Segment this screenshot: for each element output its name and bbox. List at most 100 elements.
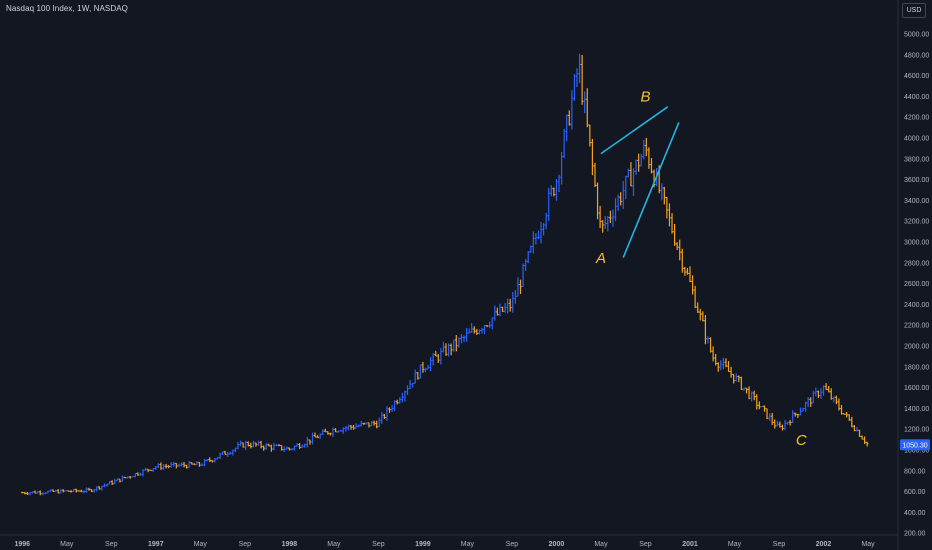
wave-label[interactable]: B bbox=[640, 89, 650, 106]
ohlc-bar bbox=[257, 440, 260, 446]
ohlc-bar bbox=[583, 91, 587, 114]
ohlc-bar bbox=[421, 361, 425, 373]
ohlc-bar bbox=[740, 376, 743, 390]
ohlc-bar bbox=[172, 461, 176, 467]
ohlc-bar bbox=[550, 185, 553, 197]
ohlc-bar bbox=[824, 383, 828, 390]
ohlc-bar bbox=[177, 463, 181, 467]
ohlc-bar bbox=[763, 405, 766, 412]
currency-button[interactable]: USD bbox=[902, 3, 926, 18]
ohlc-bar bbox=[460, 334, 463, 344]
ohlc-bar bbox=[842, 413, 846, 415]
ohlc-bar bbox=[809, 397, 813, 407]
ohlc-bar bbox=[575, 68, 579, 87]
ohlc-bar bbox=[521, 263, 525, 288]
ohlc-bar bbox=[182, 462, 186, 468]
time-tick-label: 1996 bbox=[14, 541, 30, 548]
ohlc-bar bbox=[858, 429, 861, 437]
ohlc-bar bbox=[457, 337, 461, 348]
ohlc-bar bbox=[470, 322, 473, 333]
ohlc-bar bbox=[693, 285, 697, 309]
time-tick-label: Sep bbox=[372, 541, 385, 548]
ohlc-bar bbox=[621, 181, 625, 209]
ohlc-bar bbox=[514, 289, 517, 304]
time-tick-label: Sep bbox=[506, 541, 519, 548]
ohlc-bar bbox=[113, 478, 117, 485]
ohlc-bar bbox=[228, 451, 232, 455]
ohlc-bar bbox=[388, 407, 391, 413]
wave-label[interactable]: C bbox=[796, 432, 807, 449]
ohlc-bar bbox=[316, 435, 319, 439]
ohlc-bar bbox=[395, 399, 399, 405]
ohlc-bar bbox=[365, 422, 368, 425]
time-tick-label: 1997 bbox=[148, 541, 164, 548]
ohlc-bar bbox=[377, 417, 381, 428]
ohlc-bar bbox=[167, 465, 170, 469]
price-tick-label: 200.00 bbox=[904, 531, 926, 538]
ohlc-bar bbox=[855, 426, 859, 432]
wave-label[interactable]: A bbox=[595, 250, 606, 267]
ohlc-bar bbox=[591, 138, 594, 176]
ohlc-bar bbox=[339, 429, 343, 432]
price-tick-label: 4200.00 bbox=[904, 115, 929, 122]
ohlc-bar bbox=[485, 325, 489, 328]
ohlc-bar bbox=[208, 457, 212, 463]
ohlc-bar bbox=[406, 385, 409, 395]
ohlc-bar bbox=[239, 440, 242, 446]
ohlc-bar bbox=[121, 475, 124, 482]
ohlc-bar bbox=[100, 485, 104, 491]
ohlc-bar bbox=[98, 486, 101, 490]
ohlc-bar bbox=[23, 491, 27, 495]
ohlc-bar bbox=[822, 385, 825, 396]
ohlc-bar bbox=[426, 364, 430, 370]
ohlc-bar bbox=[439, 348, 443, 365]
time-axis[interactable]: 1996 May Sep 1997 May Sep 1998 May Sep 1999 May Sep… bbox=[0, 534, 898, 548]
ohlc-bar bbox=[570, 90, 574, 130]
price-tick-label: 1800.00 bbox=[904, 364, 929, 371]
ohlc-bar bbox=[375, 420, 378, 429]
ohlc-bar bbox=[742, 387, 746, 391]
ohlc-bar bbox=[508, 298, 512, 312]
ohlc-bar bbox=[85, 487, 88, 494]
chart-title: Nasdaq 100 Index, 1W, NASDAQ bbox=[6, 4, 128, 13]
ohlc-bar bbox=[686, 267, 689, 275]
ohlc-bar bbox=[611, 209, 615, 227]
ohlc-bar bbox=[737, 375, 741, 383]
price-tick-label: 800.00 bbox=[904, 468, 926, 475]
ohlc-bar bbox=[434, 350, 438, 357]
ohlc-bar bbox=[606, 215, 610, 232]
ohlc-bar bbox=[467, 328, 471, 334]
ohlc-bar bbox=[552, 187, 556, 197]
ohlc-bar bbox=[231, 449, 235, 456]
price-tick-label: 1400.00 bbox=[904, 406, 929, 413]
ohlc-bar bbox=[853, 425, 856, 432]
ohlc-bar bbox=[670, 213, 674, 234]
ohlc-bar bbox=[331, 427, 335, 438]
ohlc-bar bbox=[36, 491, 39, 494]
last-price-label: 1050.30 bbox=[902, 442, 927, 449]
ohlc-bar bbox=[33, 490, 37, 494]
ohlc-bar bbox=[711, 346, 715, 362]
price-tick-label: 4400.00 bbox=[904, 94, 929, 101]
trendline[interactable] bbox=[622, 122, 680, 258]
ohlc-bar bbox=[447, 343, 450, 357]
ohlc-bar bbox=[303, 443, 307, 448]
ohlc-bar bbox=[413, 369, 417, 384]
ohlc-bar bbox=[275, 443, 278, 447]
price-axis[interactable]: 5000.00 4800.00 4600.00 4400.00 4200.00 4000.… bbox=[897, 0, 929, 550]
ohlc-bar bbox=[185, 464, 188, 469]
ohlc-bar bbox=[190, 462, 194, 465]
ohlc-bar bbox=[580, 54, 584, 105]
ohlc-bar bbox=[28, 492, 32, 496]
ohlc-bar bbox=[675, 242, 679, 251]
ohlc-bar bbox=[585, 88, 589, 128]
ohlc-bar bbox=[706, 336, 710, 344]
price-tick-label: 2200.00 bbox=[904, 323, 929, 330]
ohlc-bar bbox=[714, 353, 717, 366]
price-tick-label: 3200.00 bbox=[904, 219, 929, 226]
ohlc-bar bbox=[329, 432, 332, 436]
ohlc-bar bbox=[724, 358, 728, 368]
trendline[interactable] bbox=[600, 106, 669, 155]
ohlc-bar bbox=[370, 421, 373, 427]
